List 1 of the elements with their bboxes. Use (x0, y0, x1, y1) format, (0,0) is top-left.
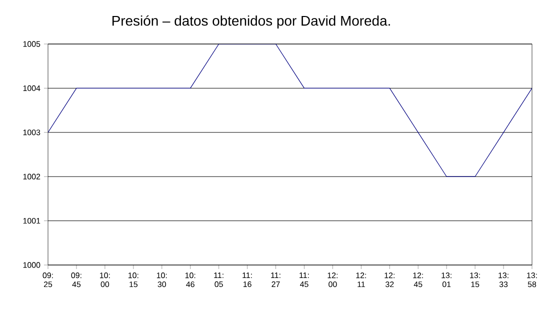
chart-title: Presión – datos obtenidos por David Moreda. (112, 15, 390, 28)
